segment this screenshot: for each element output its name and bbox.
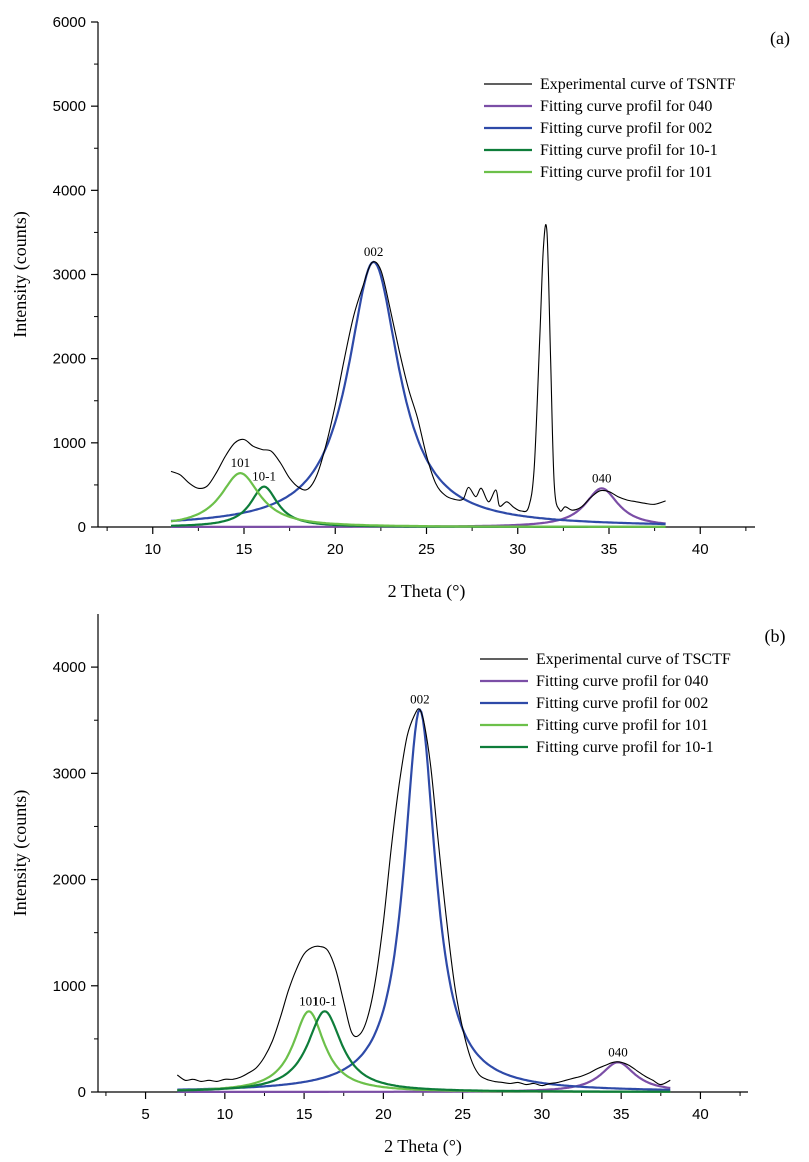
peak-label: 040	[592, 470, 612, 485]
chart-panel-a: 0 1000 2000 3000 4000 5000 6000 10 15 20 25 30 35 40 2…	[10, 14, 790, 602]
series-line-3	[177, 1010, 671, 1093]
y-tick-label: 3000	[53, 267, 86, 284]
x-tick-label: 20	[327, 541, 344, 558]
legend-label: Fitting curve profil for 040	[540, 98, 712, 115]
panel-label: (b)	[765, 626, 786, 647]
y-tick-label: 1000	[53, 978, 86, 995]
series-line-0	[170, 224, 666, 513]
x-tick-label: 15	[296, 1106, 313, 1123]
x-axis-label: 2 Theta (°)	[388, 581, 466, 602]
peak-label: 10-1	[252, 469, 276, 484]
x-tick-label: 20	[375, 1106, 392, 1123]
peak-label: 10-1	[313, 993, 337, 1008]
x-tick-label: 25	[454, 1106, 471, 1123]
peak-label: 002	[410, 692, 430, 707]
x-tick-label: 30	[509, 541, 526, 558]
y-tick-label: 0	[78, 519, 86, 536]
legend-label: Fitting curve profil for 101	[536, 717, 708, 734]
peak-label: 101	[231, 455, 251, 470]
y-tick-label: 0	[78, 1084, 86, 1101]
y-axis-label: Intensity (counts)	[10, 790, 31, 916]
y-tick-label: 6000	[53, 14, 86, 31]
series-line-4	[177, 1010, 671, 1093]
x-axis-label: 2 Theta (°)	[384, 1136, 462, 1157]
series-line-2	[177, 708, 671, 1091]
panel-label: (a)	[770, 28, 790, 49]
x-tick-label: 15	[236, 541, 253, 558]
legend-label: Fitting curve profil for 002	[540, 120, 712, 137]
legend-label: Fitting curve profil for 10-1	[536, 739, 714, 756]
peak-label: 002	[364, 244, 384, 259]
x-tick-label: 35	[601, 541, 618, 558]
x-tick-label: 5	[141, 1106, 149, 1123]
series-line-1	[177, 1061, 671, 1093]
peak-label: 101	[299, 993, 319, 1008]
x-tick-label: 35	[613, 1106, 630, 1123]
legend-label: Fitting curve profil for 040	[536, 673, 708, 690]
x-tick-label: 40	[692, 541, 709, 558]
x-tick-label: 30	[534, 1106, 551, 1123]
series-line-4	[170, 472, 666, 528]
x-tick-label: 25	[418, 541, 435, 558]
x-tick-label: 10	[144, 541, 161, 558]
y-tick-label: 4000	[53, 182, 86, 199]
y-axis-label: Intensity (counts)	[10, 211, 31, 337]
legend-label: Experimental curve of TSCTF	[536, 651, 731, 668]
y-tick-label: 1000	[53, 435, 86, 452]
y-tick-label: 2000	[53, 872, 86, 889]
legend-label: Experimental curve of TSNTF	[540, 76, 736, 93]
y-tick-label: 3000	[53, 765, 86, 782]
x-tick-label: 10	[216, 1106, 233, 1123]
legend-label: Fitting curve profil for 002	[536, 695, 708, 712]
peak-label: 040	[608, 1044, 628, 1059]
legend-label: Fitting curve profil for 10-1	[540, 142, 718, 159]
series-line-0	[176, 708, 671, 1087]
chart-panel-b: 0 1000 2000 3000 4000 5 10 15 20 25 30 35 40 2 Theta …	[10, 614, 786, 1157]
y-tick-label: 2000	[53, 351, 86, 368]
y-tick-label: 4000	[53, 659, 86, 676]
series-line-2	[170, 260, 666, 526]
x-tick-label: 40	[692, 1106, 709, 1123]
legend-label: Fitting curve profil for 101	[540, 164, 712, 181]
y-tick-label: 5000	[53, 98, 86, 115]
